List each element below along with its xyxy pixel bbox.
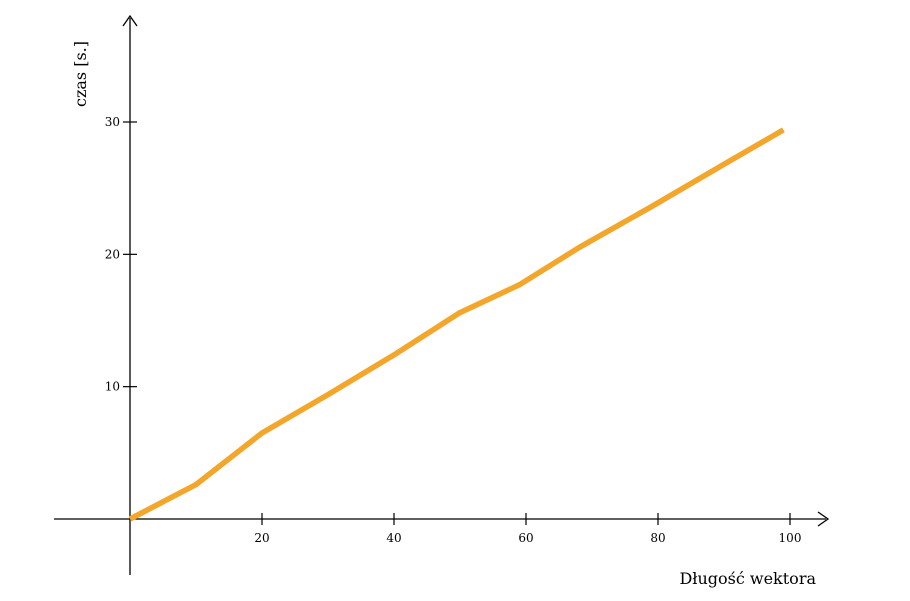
x-tick-label: 80	[650, 531, 665, 545]
x-axis-title: Długość wektora	[679, 569, 816, 588]
axes	[54, 14, 830, 575]
y-tick-label: 30	[105, 115, 120, 129]
x-tick-label: 60	[518, 531, 533, 545]
x-axis-arrowhead	[817, 511, 830, 527]
x-tick-label: 40	[386, 531, 401, 545]
y-tick-label: 20	[105, 247, 120, 261]
x-tick-label: 20	[254, 531, 269, 545]
y-axis-arrowhead	[122, 14, 138, 27]
series-layer	[128, 127, 785, 522]
x-tick-label: 100	[779, 531, 802, 545]
series-line	[128, 127, 785, 522]
y-axis-title: czas [s.]	[71, 41, 90, 107]
x-ticks: 20 40 60 80 100	[254, 513, 801, 545]
y-ticks: 10 20 30	[105, 115, 137, 394]
y-tick-label: 10	[105, 380, 120, 394]
